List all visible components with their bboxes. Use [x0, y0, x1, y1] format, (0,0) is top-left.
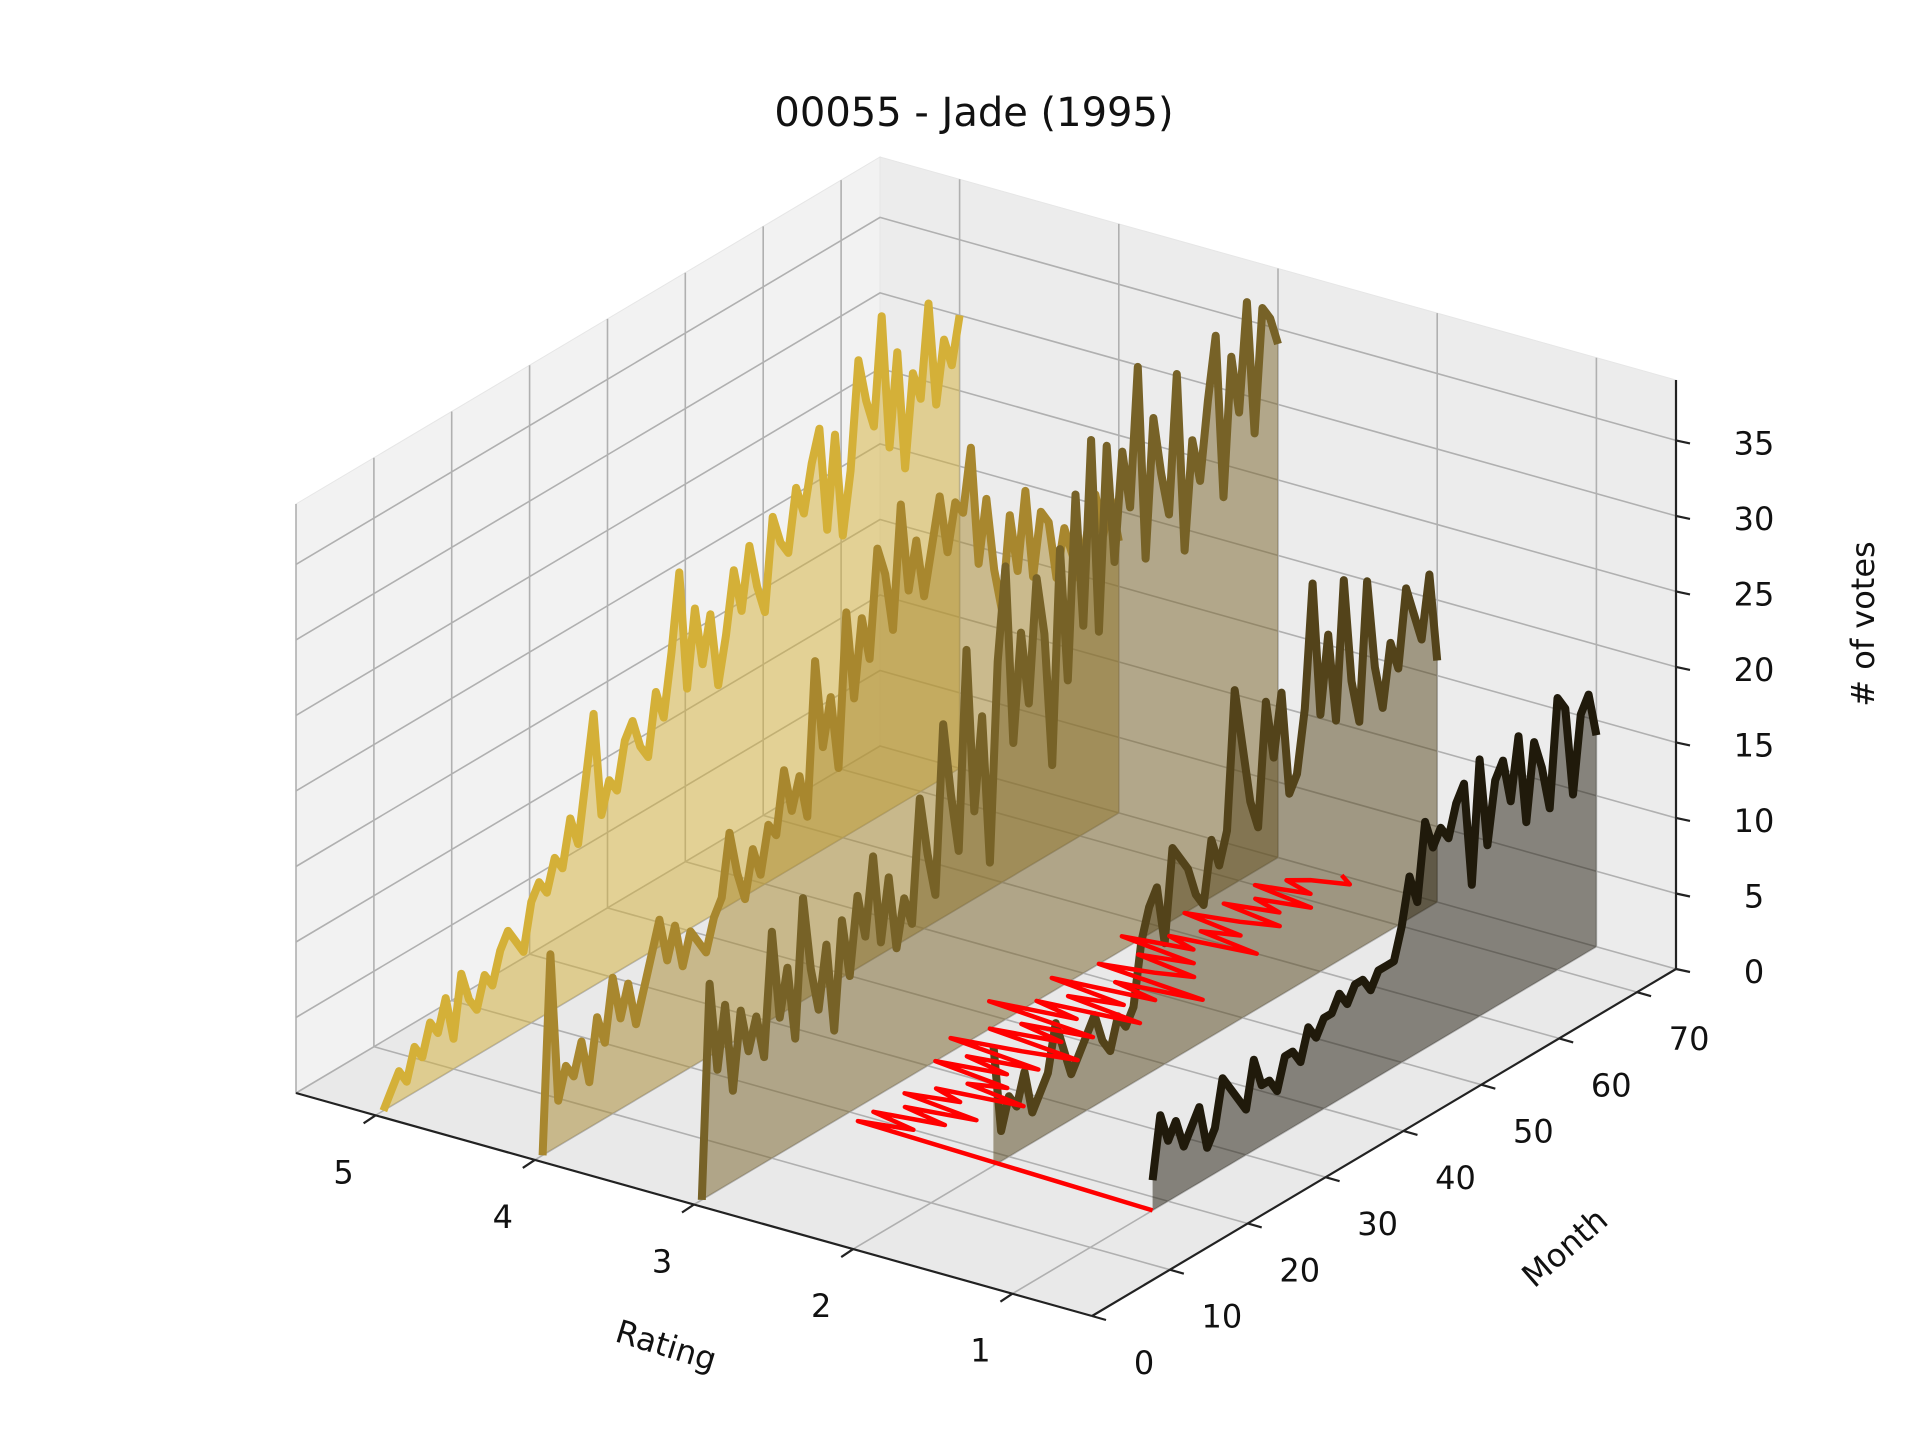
y-tick — [1248, 1223, 1262, 1227]
z-tick-label: 25 — [1734, 575, 1775, 613]
y-tick — [1481, 1085, 1495, 1089]
x-tick — [364, 1115, 376, 1123]
z-tick — [1676, 893, 1690, 896]
z-tick — [1676, 969, 1690, 972]
y-tick-label: 0 — [1134, 1344, 1154, 1382]
chart-title: 00055 - Jade (1995) — [774, 90, 1173, 136]
x-tick-label: 4 — [493, 1198, 513, 1236]
y-tick-label: 30 — [1357, 1205, 1398, 1243]
y-tick-label: 60 — [1591, 1066, 1632, 1104]
x-tick — [841, 1249, 853, 1257]
x-tick-label: 3 — [652, 1243, 672, 1281]
y-tick — [1170, 1270, 1184, 1274]
z-tick-label: 15 — [1734, 726, 1775, 764]
y-tick-label: 50 — [1513, 1113, 1554, 1151]
z-tick — [1676, 818, 1690, 821]
z-tick-label: 5 — [1744, 877, 1764, 915]
z-tick-label: 20 — [1734, 651, 1775, 689]
y-tick — [1092, 1316, 1106, 1320]
z-axis-label: # of votes — [1844, 541, 1882, 706]
y-tick-label: 70 — [1669, 1020, 1710, 1058]
z-tick — [1676, 742, 1690, 745]
z-tick — [1676, 667, 1690, 670]
z-tick-label: 35 — [1734, 424, 1775, 462]
y-tick — [1559, 1038, 1573, 1042]
y-tick-label: 10 — [1202, 1298, 1243, 1336]
y-tick — [1637, 992, 1651, 996]
x-tick-label: 1 — [970, 1332, 990, 1370]
z-tick-label: 10 — [1734, 802, 1775, 840]
x-tick — [523, 1160, 535, 1168]
y-tick-label: 20 — [1279, 1251, 1320, 1289]
x-tick-label: 5 — [333, 1153, 353, 1191]
x-tick-label: 2 — [811, 1287, 831, 1325]
x-tick — [1000, 1294, 1012, 1302]
x-axis-label: Rating — [611, 1312, 721, 1379]
y-tick — [1403, 1131, 1417, 1135]
z-tick — [1676, 516, 1690, 519]
z-tick-label: 30 — [1734, 500, 1775, 538]
y-axis-label: Month — [1514, 1200, 1615, 1294]
z-tick — [1676, 440, 1690, 443]
z-tick — [1676, 591, 1690, 594]
x-tick — [682, 1205, 694, 1213]
y-tick — [1326, 1177, 1340, 1181]
y-tick-label: 40 — [1435, 1159, 1476, 1197]
z-tick-label: 0 — [1744, 953, 1764, 991]
